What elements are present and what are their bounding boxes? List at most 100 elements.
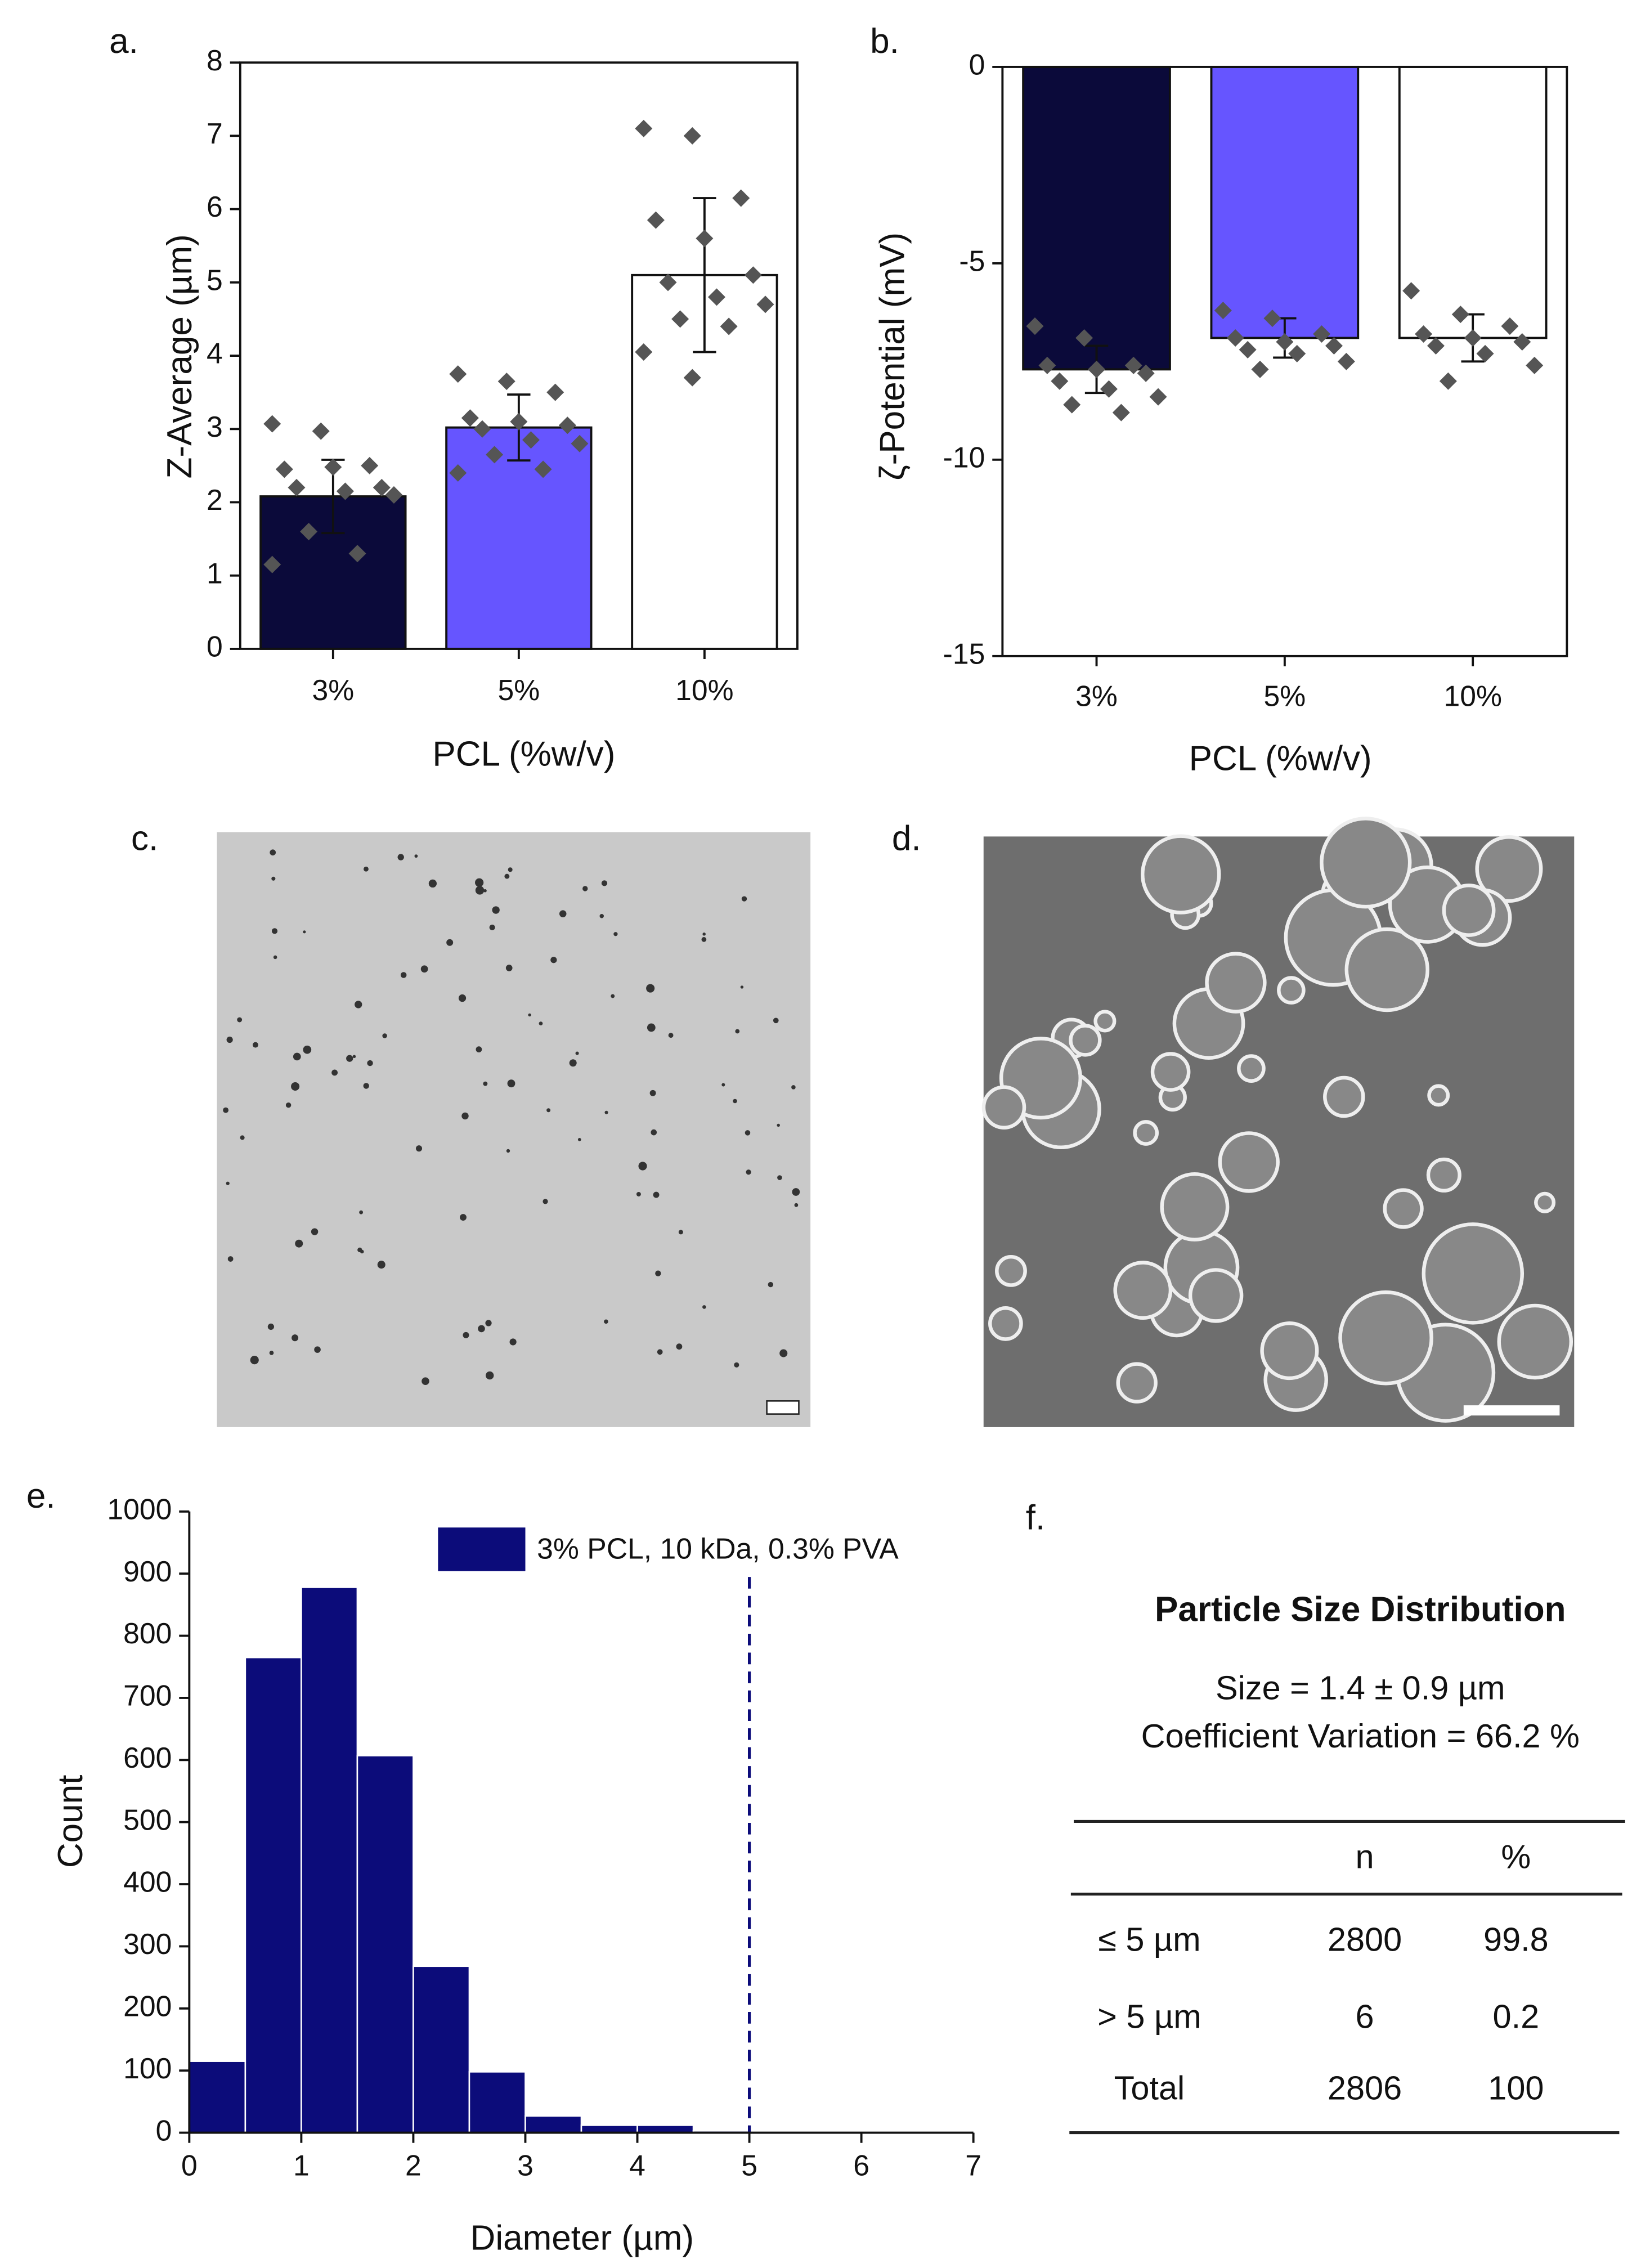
x-tick-label: 10%	[1443, 679, 1501, 712]
particle	[559, 910, 567, 917]
particle	[792, 1188, 800, 1196]
particle	[791, 1085, 796, 1090]
particle	[446, 939, 454, 946]
particle	[735, 1029, 740, 1034]
plot-frame	[1001, 65, 1568, 657]
particle	[653, 1191, 660, 1198]
particle	[611, 994, 615, 998]
particle	[702, 933, 706, 936]
particle	[506, 1149, 510, 1153]
histogram-bar	[412, 1965, 470, 2133]
histogram-bar	[580, 2124, 638, 2133]
x-tick-label: 5%	[1263, 679, 1306, 712]
particle	[311, 1228, 319, 1235]
particle	[733, 1099, 737, 1104]
x-tick-label: 6	[853, 2149, 869, 2181]
y-tick-label: 0	[156, 2114, 172, 2146]
particle	[604, 1319, 608, 1324]
data-point	[647, 211, 665, 229]
microsphere	[1133, 1120, 1159, 1146]
particle	[293, 1052, 301, 1061]
particle	[604, 1110, 608, 1114]
particle	[271, 928, 278, 934]
particle	[346, 1055, 353, 1062]
particle	[768, 1281, 774, 1288]
histogram-bar	[468, 2071, 526, 2133]
particle	[504, 873, 510, 879]
microsphere	[1344, 927, 1429, 1012]
x-tick-label: 4	[629, 2149, 645, 2181]
particle	[528, 1013, 531, 1017]
data-point	[1276, 333, 1294, 351]
y-tick-label: 700	[123, 1679, 172, 1712]
data-point	[1137, 364, 1155, 382]
x-axis-title: PCL (%w/v)	[1189, 739, 1372, 778]
particle	[486, 1371, 494, 1380]
microsphere	[1093, 1010, 1117, 1033]
microsphere	[995, 1254, 1027, 1287]
x-axis-title: PCL (%w/v)	[432, 735, 615, 774]
particle	[414, 854, 418, 858]
x-tick-label: 3%	[312, 674, 354, 706]
particle	[740, 985, 744, 989]
microsphere	[1320, 817, 1412, 909]
data-point	[635, 119, 653, 137]
table-note: Size = 1.4 ± 0.9 µm	[1216, 1669, 1505, 1706]
x-axis-title: Diameter (µm)	[470, 2218, 694, 2257]
data-point	[361, 456, 379, 474]
y-tick-label: 800	[123, 1617, 172, 1650]
particle	[270, 849, 276, 856]
particle	[582, 886, 588, 891]
particle	[483, 1081, 488, 1086]
particle	[509, 1338, 517, 1346]
bar	[1398, 65, 1548, 339]
particle	[539, 1021, 543, 1026]
particle	[223, 1107, 229, 1113]
y-axis-title: ζ-Potential (mV)	[873, 232, 912, 481]
y-tick-label: -15	[943, 637, 985, 670]
particle	[489, 924, 495, 931]
particle	[422, 1377, 429, 1385]
particle	[475, 886, 485, 895]
particle	[237, 1017, 243, 1023]
particle	[226, 1036, 233, 1043]
y-tick-label: 900	[123, 1555, 172, 1588]
particle	[252, 1042, 258, 1048]
particle	[357, 1247, 362, 1253]
particle	[420, 965, 428, 973]
data-point	[1439, 372, 1457, 390]
x-tick-label: 7	[965, 2149, 981, 2181]
particle	[303, 930, 306, 934]
microsphere	[1426, 1157, 1461, 1193]
data-point	[1501, 317, 1519, 335]
data-point	[683, 127, 701, 145]
y-tick-label: 200	[123, 1989, 172, 2022]
particle	[777, 1175, 782, 1180]
data-point	[1526, 356, 1544, 374]
y-tick-label: 7	[207, 117, 223, 150]
particle	[655, 1270, 661, 1276]
particle	[613, 932, 618, 936]
particle	[461, 1112, 469, 1120]
particle	[646, 984, 655, 993]
microsphere	[1338, 1290, 1433, 1386]
table-cell: ≤ 5 µm	[1098, 1921, 1200, 1958]
particle	[745, 1130, 751, 1136]
particle	[273, 955, 277, 960]
particle	[676, 1343, 683, 1350]
particle	[649, 1090, 656, 1096]
panel-label: a.	[109, 22, 138, 61]
data-point	[1337, 352, 1355, 370]
particle	[601, 880, 608, 886]
particle	[485, 1320, 492, 1326]
x-tick-label: 5	[741, 2149, 757, 2181]
panel-label: b.	[870, 22, 899, 61]
data-point	[1451, 306, 1469, 324]
microsphere	[1497, 1303, 1573, 1380]
data-point	[1214, 302, 1232, 320]
bar	[1022, 65, 1171, 371]
particle	[267, 1323, 275, 1330]
microsphere	[1442, 884, 1496, 937]
table-cell: > 5 µm	[1097, 1998, 1201, 2036]
y-tick-label: 5	[207, 263, 223, 296]
